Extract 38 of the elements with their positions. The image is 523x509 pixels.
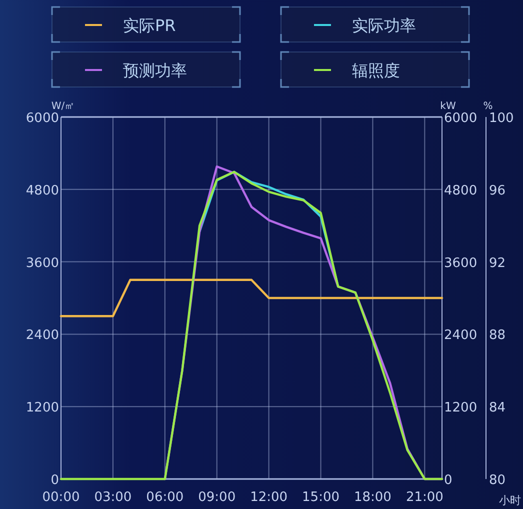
- y-tick-label: 0: [50, 473, 59, 488]
- legend-box-frame: 辐照度: [280, 51, 470, 88]
- legend-box-frame: 预测功率: [51, 51, 241, 88]
- y3-tick-label: 100: [489, 111, 514, 126]
- y-tick-label: 3600: [26, 256, 59, 271]
- x-tick-label: 03:00: [94, 490, 132, 505]
- x-tick-label: 12:00: [250, 490, 288, 505]
- y-axis-title: W/㎡: [51, 101, 75, 112]
- legend-label: 实际功率: [352, 16, 416, 35]
- y2-tick-label: 4800: [444, 183, 478, 198]
- y-tick-label: 4800: [26, 183, 59, 198]
- x-tick-label: 00:00: [42, 490, 80, 505]
- legend-label: 辐照度: [352, 61, 400, 80]
- y-tick-label: 6000: [26, 111, 59, 126]
- legend-box-frame: 实际PR: [51, 6, 241, 43]
- x-tick-label: 18:00: [354, 490, 392, 505]
- y2-tick-label: 3600: [444, 256, 478, 271]
- legend-box-frame: 实际功率: [280, 6, 470, 43]
- y-tick-label: 1200: [26, 400, 59, 416]
- x-tick-label: 06:00: [146, 490, 184, 505]
- y3-axis-title: %: [483, 101, 493, 112]
- y3-tick-label: 96: [489, 183, 506, 198]
- x-tick-label: 09:00: [198, 490, 236, 505]
- y3-tick-label: 80: [489, 473, 506, 488]
- y3-tick-label: 88: [489, 328, 506, 344]
- x-tick-label: 15:00: [302, 490, 340, 505]
- y2-tick-label: 1200: [444, 400, 478, 416]
- y3-tick-label: 92: [489, 256, 506, 271]
- x-tick-label: 21:00: [406, 490, 444, 505]
- y-tick-label: 2400: [26, 328, 59, 344]
- legend-label: 实际PR: [123, 16, 176, 35]
- y2-tick-label: 0: [444, 473, 452, 488]
- x-axis-title: 小时: [499, 494, 521, 507]
- y3-tick-label: 84: [489, 400, 506, 416]
- legend-label: 预测功率: [123, 61, 187, 80]
- y2-tick-label: 2400: [444, 328, 478, 344]
- y2-axis-title: kW: [440, 101, 456, 112]
- y2-tick-label: 6000: [444, 111, 478, 126]
